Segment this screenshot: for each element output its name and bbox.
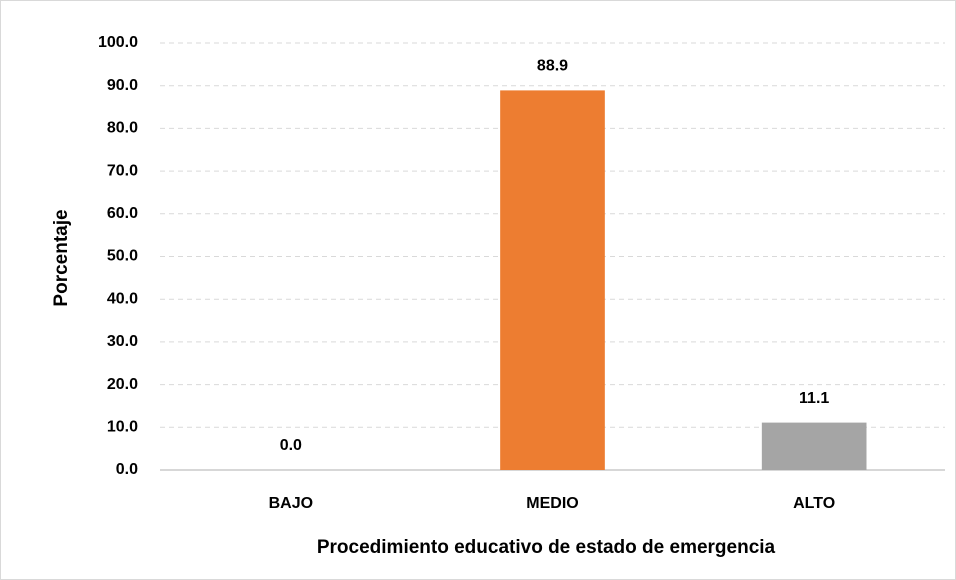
data-label: 11.1 (799, 390, 829, 407)
y-tick-label: 20.0 (107, 376, 138, 393)
y-tick-label: 60.0 (107, 205, 138, 222)
data-label: 0.0 (280, 437, 302, 454)
y-tick-label: 70.0 (107, 162, 138, 179)
x-tick-label: ALTO (793, 495, 835, 512)
bar (761, 422, 867, 470)
y-tick-label: 80.0 (107, 120, 138, 137)
x-tick-label: BAJO (269, 495, 313, 512)
y-tick-label: 90.0 (107, 77, 138, 94)
x-tick-label: MEDIO (526, 495, 578, 512)
y-tick-label: 50.0 (107, 248, 138, 265)
y-tick-label: 40.0 (107, 290, 138, 307)
y-tick-label: 30.0 (107, 333, 138, 350)
data-label: 88.9 (537, 58, 568, 75)
y-tick-label: 10.0 (107, 419, 138, 436)
y-axis-title: Porcentaje (51, 209, 72, 306)
y-tick-label: 0.0 (116, 461, 138, 478)
x-axis-title: Procedimiento educativo de estado de eme… (317, 537, 776, 558)
y-tick-label: 100.0 (98, 34, 138, 51)
bar (500, 90, 605, 470)
